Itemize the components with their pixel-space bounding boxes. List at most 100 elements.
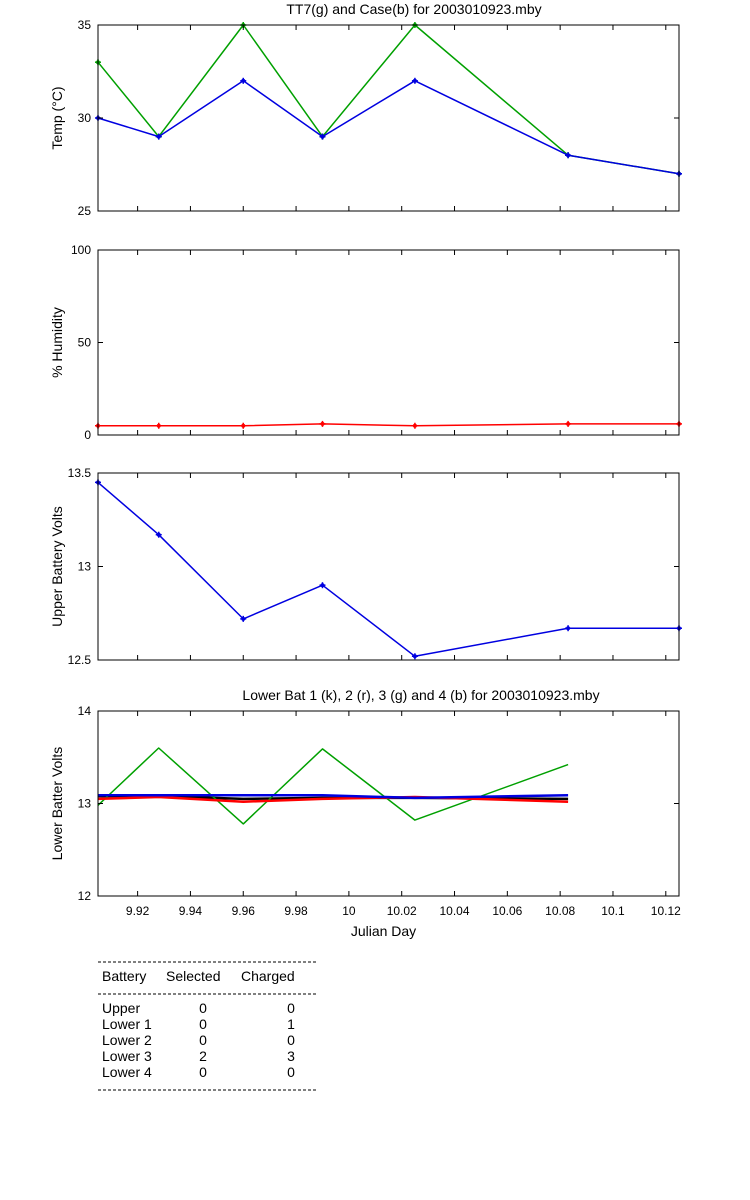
data-point xyxy=(155,133,162,140)
table-cell-charged: 1 xyxy=(287,1016,295,1032)
table-cell-charged: 0 xyxy=(287,1032,295,1048)
x-tick-label: 9.98 xyxy=(284,904,308,918)
marker-dot xyxy=(412,654,417,659)
plot-frame xyxy=(97,472,680,661)
y-tick-label: 12.5 xyxy=(68,653,92,667)
y-tick-label: 14 xyxy=(78,704,92,718)
chart-title: Lower Bat 1 (k), 2 (r), 3 (g) and 4 (b) … xyxy=(242,687,599,703)
chart-title: TT7(g) and Case(b) for 2003010923.mby xyxy=(286,1,541,17)
battery-table: Battery Selected Charged Upper 0 0 Lower… xyxy=(98,961,318,1091)
series-group xyxy=(97,747,569,825)
data-point xyxy=(565,420,572,427)
data-point xyxy=(319,582,326,589)
table-cell-battery: Lower 4 xyxy=(102,1064,152,1080)
series-group xyxy=(95,420,682,429)
table-cell-battery: Lower 1 xyxy=(102,1016,152,1032)
marker-dot xyxy=(320,583,325,588)
y-tick-label: 13.5 xyxy=(68,466,92,480)
x-tick-label: 10.02 xyxy=(387,904,417,918)
x-tick-label: 10.06 xyxy=(492,904,522,918)
x-tick-label: 9.94 xyxy=(179,904,203,918)
y-tick-label: 30 xyxy=(78,111,92,125)
marker-dot xyxy=(156,134,161,139)
x-tick-label: 10.08 xyxy=(545,904,575,918)
charts-group: 25 30 35 TT7(g) and Case(b) for 2003010923.… xyxy=(49,1,682,939)
data-point xyxy=(240,615,247,622)
table-cell-selected: 2 xyxy=(199,1048,207,1064)
data-point xyxy=(565,152,572,159)
x-tick-label: 9.92 xyxy=(126,904,150,918)
data-point xyxy=(411,653,418,660)
x-tick-label: 10.12 xyxy=(651,904,681,918)
y-tick-label: 100 xyxy=(71,243,91,257)
chart-panel-1: 25 30 35 TT7(g) and Case(b) for 2003010923.… xyxy=(49,1,682,218)
marker-dot xyxy=(566,626,571,631)
x-tick-label: 10.1 xyxy=(601,904,625,918)
y-tick-label: 25 xyxy=(78,204,92,218)
marker-dot xyxy=(241,423,246,428)
marker-dot xyxy=(156,423,161,428)
x-tick-label: 10.04 xyxy=(440,904,470,918)
chart-panel-2: 0 50 100 % Humidity xyxy=(49,243,682,442)
table-cell-charged: 0 xyxy=(287,1000,295,1016)
y-tick-label: 50 xyxy=(78,336,92,350)
data-point xyxy=(411,77,418,84)
marker-dot xyxy=(566,421,571,426)
plot-frame xyxy=(97,24,680,212)
marker-dot xyxy=(566,153,571,158)
y-tick-label: 35 xyxy=(78,18,92,32)
plot-frame xyxy=(97,710,680,897)
marker-dot xyxy=(320,421,325,426)
y-axis-label: Lower Batter Volts xyxy=(49,747,65,861)
data-point xyxy=(240,77,247,84)
table-row: Upper 0 0 xyxy=(102,1000,295,1016)
y-axis-label: Temp (°C) xyxy=(49,86,65,149)
series-group xyxy=(95,479,682,660)
chart-panel-3: 12.5 13 13.5 Upper Battery Volts xyxy=(49,466,682,667)
y-tick-label: 0 xyxy=(84,428,91,442)
series-line-2 xyxy=(97,747,569,825)
table-header-charged: Charged xyxy=(241,968,295,984)
y-tick-label: 13 xyxy=(78,560,92,574)
series-line-1 xyxy=(98,423,679,427)
data-point xyxy=(565,625,572,632)
data-point xyxy=(319,133,326,140)
data-point xyxy=(155,422,162,429)
data-point xyxy=(411,422,418,429)
series-line-1 xyxy=(97,481,679,658)
table-cell-battery: Lower 3 xyxy=(102,1048,152,1064)
table-cell-charged: 0 xyxy=(287,1064,295,1080)
table-row: Lower 2 0 0 xyxy=(102,1032,295,1048)
series-line-2 xyxy=(97,80,680,175)
marker-dot xyxy=(156,532,161,537)
table-header-battery: Battery xyxy=(102,968,146,984)
x-axis-label: Julian Day xyxy=(351,923,416,939)
x-tick-label: 9.96 xyxy=(232,904,256,918)
table-row: Lower 1 0 1 xyxy=(102,1016,295,1032)
y-axis-label: % Humidity xyxy=(49,307,65,378)
table-cell-selected: 0 xyxy=(199,1032,207,1048)
marker-dot xyxy=(412,423,417,428)
table-row: Lower 4 0 0 xyxy=(102,1064,295,1080)
series-line-1 xyxy=(97,24,680,175)
plot-frame xyxy=(97,249,680,436)
data-point xyxy=(319,420,326,427)
table-cell-selected: 0 xyxy=(199,1000,207,1016)
series-line-4 xyxy=(98,793,569,800)
marker-dot xyxy=(241,616,246,621)
marker-dot xyxy=(412,78,417,83)
table-cell-selected: 0 xyxy=(199,1064,207,1080)
data-point xyxy=(240,422,247,429)
table-cell-battery: Lower 2 xyxy=(102,1032,152,1048)
y-axis-label: Upper Battery Volts xyxy=(49,506,65,627)
series-group xyxy=(95,22,682,177)
table-cell-charged: 3 xyxy=(287,1048,295,1064)
table-header-selected: Selected xyxy=(166,968,220,984)
chart-panel-4: 12 13 14 9.92 9.94 9.96 9.98 10 10.02 10.04 10.06 1… xyxy=(49,687,681,939)
x-tick-label: 10 xyxy=(342,904,356,918)
marker-dot xyxy=(320,134,325,139)
table-row: Lower 3 2 3 xyxy=(102,1048,295,1064)
data-point xyxy=(155,531,162,538)
marker-dot xyxy=(241,78,246,83)
